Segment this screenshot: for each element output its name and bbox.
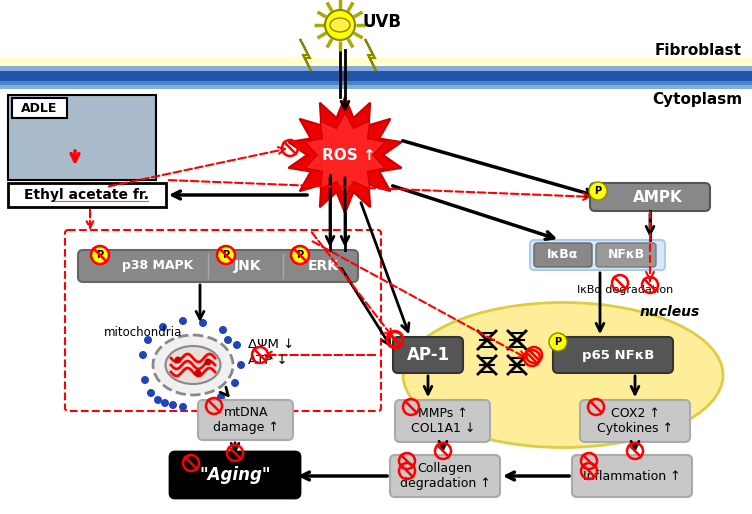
Circle shape: [205, 358, 211, 365]
FancyBboxPatch shape: [553, 337, 673, 373]
Text: P: P: [554, 337, 562, 347]
Bar: [0, 81, 752, 85]
Circle shape: [139, 351, 147, 359]
Text: mtDNA
damage ↑: mtDNA damage ↑: [213, 406, 279, 434]
FancyBboxPatch shape: [390, 455, 500, 497]
FancyBboxPatch shape: [170, 452, 300, 498]
Circle shape: [195, 370, 202, 376]
Bar: [8, 95, 156, 180]
Text: Cytoplasm: Cytoplasm: [652, 92, 742, 107]
Circle shape: [549, 333, 567, 351]
Circle shape: [291, 246, 309, 264]
Circle shape: [199, 319, 207, 327]
Bar: [0, 66, 752, 71]
Text: nucleus: nucleus: [640, 305, 700, 319]
Bar: [0, 85, 752, 89]
Bar: [0, 71, 752, 81]
Text: P: P: [223, 250, 229, 260]
Text: AP-1: AP-1: [406, 346, 450, 364]
Ellipse shape: [403, 303, 723, 448]
Text: MMPs ↑
COL1A1 ↓: MMPs ↑ COL1A1 ↓: [411, 407, 475, 435]
Text: JNK: JNK: [235, 259, 262, 273]
Text: ADLE: ADLE: [21, 101, 57, 115]
Bar: [12, 98, 67, 118]
FancyBboxPatch shape: [198, 400, 293, 440]
FancyBboxPatch shape: [580, 400, 690, 442]
FancyBboxPatch shape: [78, 250, 358, 282]
Text: P: P: [594, 186, 602, 196]
Text: Inflammation ↑: Inflammation ↑: [584, 469, 681, 483]
Text: p65 NFκB: p65 NFκB: [582, 348, 654, 361]
FancyBboxPatch shape: [530, 240, 665, 270]
Circle shape: [219, 326, 227, 334]
Polygon shape: [289, 97, 402, 213]
Circle shape: [233, 341, 241, 349]
Circle shape: [91, 246, 109, 264]
FancyBboxPatch shape: [393, 337, 463, 373]
Text: Ethyl acetate fr.: Ethyl acetate fr.: [25, 188, 150, 202]
Circle shape: [231, 379, 239, 387]
Text: AMPK: AMPK: [633, 190, 683, 205]
Circle shape: [154, 396, 162, 404]
Ellipse shape: [165, 346, 220, 384]
Text: P: P: [296, 250, 304, 260]
Ellipse shape: [153, 335, 233, 395]
Ellipse shape: [330, 18, 350, 32]
Text: Collagen
degradation ↑: Collagen degradation ↑: [399, 462, 490, 490]
Circle shape: [161, 399, 169, 407]
Text: COX2 ↑
Cytokines ↑: COX2 ↑ Cytokines ↑: [597, 407, 673, 435]
Circle shape: [217, 393, 225, 401]
Polygon shape: [300, 39, 311, 71]
Polygon shape: [305, 113, 385, 197]
Text: UVB: UVB: [363, 13, 402, 31]
Circle shape: [144, 336, 152, 344]
Text: mitochondria: mitochondria: [104, 325, 182, 339]
Polygon shape: [365, 39, 376, 71]
Text: ΔΨM ↓: ΔΨM ↓: [248, 339, 294, 352]
Text: "Aging": "Aging": [199, 466, 271, 484]
FancyBboxPatch shape: [590, 183, 710, 211]
Bar: [0, 58, 752, 66]
Circle shape: [147, 389, 155, 397]
Circle shape: [589, 182, 607, 200]
Text: IκBα: IκBα: [547, 248, 579, 262]
Circle shape: [174, 357, 181, 363]
Circle shape: [159, 323, 167, 331]
Bar: [8, 183, 166, 207]
Text: Fibroblast: Fibroblast: [655, 43, 742, 58]
Circle shape: [224, 336, 232, 344]
Text: IκBα degradation: IκBα degradation: [577, 285, 673, 295]
Text: p38 MAPK: p38 MAPK: [123, 260, 193, 272]
Circle shape: [237, 361, 245, 369]
Circle shape: [169, 401, 177, 409]
Circle shape: [179, 317, 187, 325]
FancyBboxPatch shape: [572, 455, 692, 497]
Text: ATP ↓: ATP ↓: [248, 354, 287, 366]
Circle shape: [217, 246, 235, 264]
Text: ROS ↑: ROS ↑: [322, 148, 376, 162]
Circle shape: [325, 10, 355, 40]
Circle shape: [179, 403, 187, 411]
Text: ERK: ERK: [308, 259, 338, 273]
FancyBboxPatch shape: [596, 243, 656, 267]
Text: NFκB: NFκB: [608, 248, 644, 262]
Text: P: P: [96, 250, 104, 260]
Circle shape: [141, 376, 149, 384]
FancyBboxPatch shape: [395, 400, 490, 442]
FancyBboxPatch shape: [534, 243, 592, 267]
Circle shape: [201, 401, 209, 409]
